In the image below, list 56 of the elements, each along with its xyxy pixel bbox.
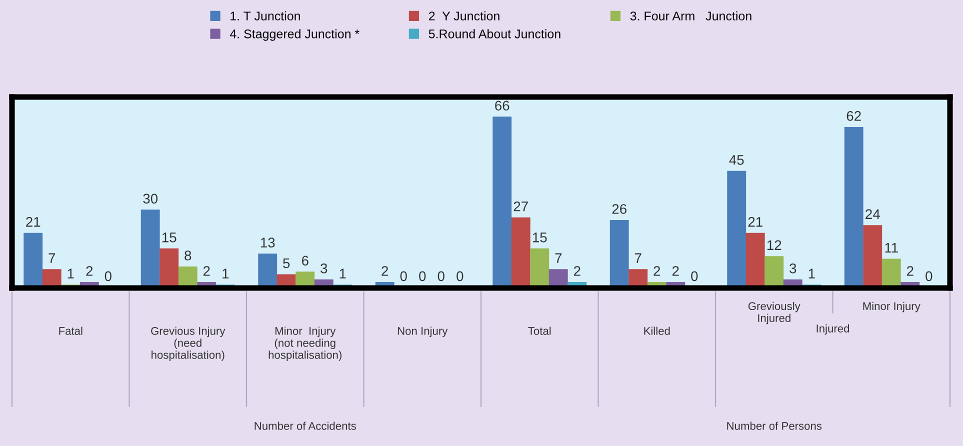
x-tick-label: Minor Injury (not needing hospitalisation): [268, 326, 342, 362]
data-label: 15: [532, 232, 547, 242]
legend-label: 3. Four Arm Junction: [630, 11, 752, 20]
data-label: 7: [555, 253, 562, 263]
data-label: 2: [672, 266, 679, 276]
legend-label: 4. Staggered Junction *: [230, 29, 360, 41]
data-label: 0: [456, 271, 464, 282]
x-tick-label: Non Injury: [398, 326, 448, 338]
text: Number of Accidents: [254, 422, 356, 430]
data-label: 5: [283, 258, 290, 268]
data-label: 2: [574, 266, 580, 276]
data-label: 2: [654, 266, 660, 276]
data-label: 7: [48, 253, 56, 263]
data-label: 13: [260, 238, 275, 248]
data-label: 21: [26, 216, 40, 227]
legend-label: 1. T Junction: [230, 11, 300, 20]
data-label: 30: [143, 194, 158, 204]
data-label: 1: [222, 268, 229, 278]
data-label: 62: [846, 111, 861, 121]
data-label: 21: [748, 216, 762, 227]
legend-label: 2 Y Junction: [428, 11, 500, 20]
data-label: 2: [906, 266, 914, 276]
data-label: 1: [340, 268, 346, 278]
data-label: 2: [86, 266, 93, 276]
legend-label: 5.Round About Junction: [428, 29, 560, 38]
data-label: 2: [203, 266, 210, 276]
text: Injured: [816, 324, 850, 335]
data-label: 0: [400, 271, 407, 282]
data-label: 45: [729, 155, 744, 165]
x-tick-label: Fatal: [59, 326, 82, 335]
data-label: 24: [866, 209, 880, 219]
data-label: 0: [691, 271, 698, 282]
text: Number of Persons: [727, 422, 822, 430]
data-label: 26: [612, 204, 626, 214]
data-label: 11: [885, 242, 898, 253]
data-label: 0: [104, 271, 112, 282]
data-label: 0: [438, 271, 444, 282]
data-label: 12: [767, 240, 782, 250]
data-label: 27: [514, 201, 528, 212]
data-label: 3: [790, 264, 796, 274]
x-tick-label: Greviously Injured: [748, 302, 800, 324]
data-label: 1: [808, 268, 815, 278]
data-label: 6: [302, 256, 308, 266]
data-label: 15: [162, 232, 176, 242]
x-tick-label: Total: [528, 326, 551, 335]
data-label: 2: [382, 266, 388, 276]
data-label: 66: [495, 100, 510, 111]
data-label: 3: [320, 264, 328, 274]
data-label: 1: [68, 268, 74, 278]
data-label: 7: [634, 253, 642, 263]
data-label: 0: [926, 271, 932, 282]
data-label: 8: [184, 250, 192, 260]
x-tick-label: Grevious Injury (need hospitalisation): [151, 326, 226, 362]
data-label: 0: [419, 271, 426, 282]
x-tick-label: Minor Injury: [863, 302, 920, 312]
x-tick-label: Killed: [644, 326, 670, 335]
